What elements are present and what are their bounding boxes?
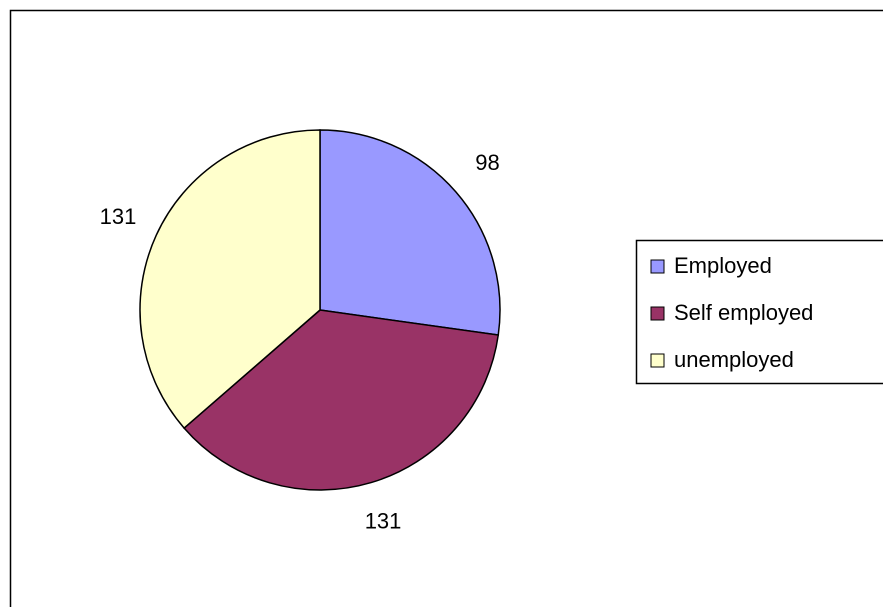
pie	[139, 129, 501, 491]
legend-label: Employed	[674, 253, 772, 278]
legend-label: Self employed	[674, 300, 813, 325]
data-label: 98	[475, 150, 499, 175]
data-label: 131	[365, 509, 402, 534]
pie-slice	[183, 309, 500, 491]
data-label: 131	[100, 204, 137, 229]
pie-slice	[139, 129, 321, 430]
pie-slice	[319, 129, 501, 336]
legend-swatch	[650, 353, 665, 368]
legend-swatch	[650, 306, 665, 321]
legend-swatch	[650, 259, 665, 274]
legend-label: unemployed	[674, 347, 794, 372]
legend-box	[635, 239, 883, 385]
